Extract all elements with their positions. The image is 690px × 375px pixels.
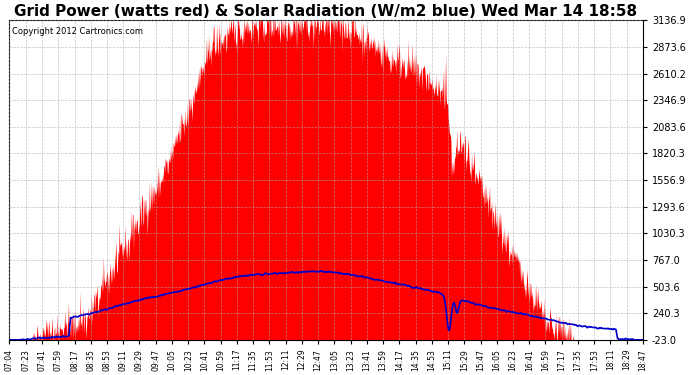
Title: Grid Power (watts red) & Solar Radiation (W/m2 blue) Wed Mar 14 18:58: Grid Power (watts red) & Solar Radiation…: [14, 4, 638, 19]
Text: Copyright 2012 Cartronics.com: Copyright 2012 Cartronics.com: [12, 27, 143, 36]
